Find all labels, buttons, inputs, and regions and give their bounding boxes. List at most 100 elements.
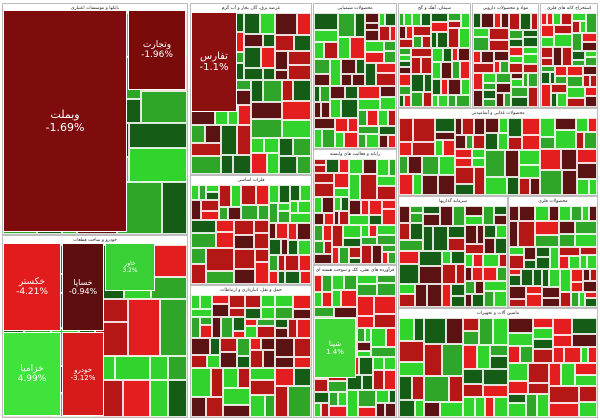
stock-tile[interactable] — [494, 291, 507, 307]
stock-tile[interactable] — [361, 225, 369, 237]
stock-tile[interactable] — [275, 319, 288, 328]
stock-tile[interactable] — [590, 269, 597, 281]
stock-tile[interactable] — [357, 275, 377, 284]
stock-tile[interactable] — [219, 207, 228, 220]
stock-tile[interactable] — [580, 255, 587, 269]
stock-tile[interactable] — [349, 258, 361, 264]
stock-tile[interactable] — [499, 254, 507, 267]
stock-tile[interactable] — [349, 200, 361, 215]
stock-tile[interactable] — [585, 87, 597, 96]
stock-tile[interactable] — [322, 292, 332, 307]
stock-tile[interactable] — [221, 125, 237, 155]
stock-tile[interactable] — [533, 328, 553, 339]
stock-tile[interactable] — [451, 296, 465, 307]
stock-tile[interactable] — [410, 213, 423, 223]
stock-tile[interactable] — [577, 149, 597, 163]
stock-tile[interactable] — [494, 206, 507, 215]
stock-tile[interactable] — [453, 206, 465, 226]
stock-tile[interactable] — [473, 13, 481, 28]
stock-tile[interactable] — [255, 262, 269, 284]
stock-tile[interactable] — [474, 167, 485, 195]
stock-tile[interactable] — [415, 284, 427, 307]
stock-tile[interactable] — [483, 385, 508, 397]
stock-tile[interactable] — [219, 185, 231, 207]
stock-tile[interactable] — [473, 90, 483, 107]
stock-tile[interactable] — [223, 388, 250, 405]
stock-tile[interactable] — [427, 284, 442, 307]
stock-tile[interactable] — [234, 249, 255, 269]
stock-tile[interactable] — [269, 185, 279, 203]
stock-tile[interactable] — [191, 355, 207, 368]
stock-tile[interactable] — [572, 33, 582, 51]
stock-tile[interactable] — [379, 26, 390, 41]
stock-tile[interactable] — [485, 397, 494, 417]
stock-tile[interactable] — [424, 74, 432, 92]
stock-tile[interactable] — [357, 351, 371, 357]
stock-tile[interactable] — [269, 271, 278, 284]
stock-tile[interactable] — [533, 349, 553, 363]
stock-tile[interactable] — [583, 75, 590, 87]
stock-tile[interactable] — [382, 200, 396, 209]
stock-tile[interactable] — [452, 61, 460, 79]
stock-tile[interactable] — [330, 86, 345, 99]
stock-tile[interactable] — [550, 72, 555, 84]
stock-tile[interactable] — [455, 167, 474, 184]
stock-tile[interactable] — [535, 206, 549, 221]
stock-tile[interactable] — [330, 99, 341, 118]
stock-tile[interactable] — [314, 379, 328, 392]
stock-tile[interactable] — [519, 150, 540, 165]
stock-tile[interactable] — [575, 375, 597, 386]
stock-tile[interactable] — [536, 257, 550, 269]
stock-tile[interactable] — [577, 163, 597, 179]
stock-tile[interactable] — [509, 275, 521, 286]
stock-tile[interactable] — [542, 298, 560, 307]
stock-tile[interactable] — [499, 118, 508, 133]
stock-tile[interactable] — [575, 221, 597, 234]
stock-tile[interactable] — [377, 275, 396, 283]
stock-tile[interactable] — [200, 295, 212, 309]
stock-tile[interactable] — [343, 225, 361, 238]
stock-tile[interactable] — [501, 13, 509, 28]
stock-tile[interactable] — [379, 135, 388, 148]
stock-tile[interactable] — [442, 251, 451, 264]
stock-tile[interactable] — [498, 133, 508, 150]
stock-tile[interactable] — [339, 159, 349, 173]
stock-tile[interactable] — [411, 74, 424, 92]
stock-tile[interactable] — [206, 248, 234, 271]
stock-tile[interactable] — [463, 318, 479, 331]
stock-tile[interactable] — [379, 126, 396, 135]
stock-tile[interactable] — [485, 177, 507, 195]
stock-tile[interactable] — [399, 74, 411, 86]
stock-tile[interactable] — [549, 403, 579, 417]
stock-tile-1-3[interactable]: خودرو -3.12% — [62, 332, 104, 416]
stock-tile[interactable] — [321, 102, 330, 118]
stock-tile[interactable] — [494, 397, 508, 417]
stock-tile[interactable] — [562, 170, 577, 195]
stock-tile[interactable] — [378, 110, 388, 126]
stock-tile[interactable] — [294, 357, 311, 368]
stock-tile[interactable] — [298, 240, 311, 255]
stock-tile[interactable] — [461, 79, 470, 95]
stock-tile[interactable] — [483, 206, 494, 225]
stock-tile[interactable] — [463, 345, 477, 369]
stock-tile[interactable] — [508, 318, 533, 333]
stock-tile[interactable] — [399, 376, 412, 400]
stock-tile[interactable] — [388, 135, 396, 148]
stock-tile[interactable] — [335, 132, 344, 148]
stock-tile[interactable] — [374, 314, 396, 328]
stock-tile[interactable] — [411, 92, 423, 107]
stock-tile[interactable] — [528, 383, 549, 394]
stock-tile[interactable] — [365, 23, 379, 30]
stock-tile[interactable] — [422, 36, 431, 48]
stock-tile[interactable] — [442, 344, 463, 376]
stock-tile[interactable] — [238, 105, 251, 125]
stock-tile[interactable] — [583, 66, 597, 75]
stock-tile[interactable] — [479, 318, 493, 345]
stock-tile[interactable] — [399, 206, 410, 223]
stock-tile[interactable] — [483, 99, 496, 107]
stock-tile[interactable] — [448, 28, 459, 48]
stock-tile[interactable] — [504, 93, 511, 107]
stock-tile[interactable] — [523, 73, 528, 87]
stock-tile[interactable] — [411, 48, 432, 57]
stock-tile[interactable] — [323, 225, 332, 241]
